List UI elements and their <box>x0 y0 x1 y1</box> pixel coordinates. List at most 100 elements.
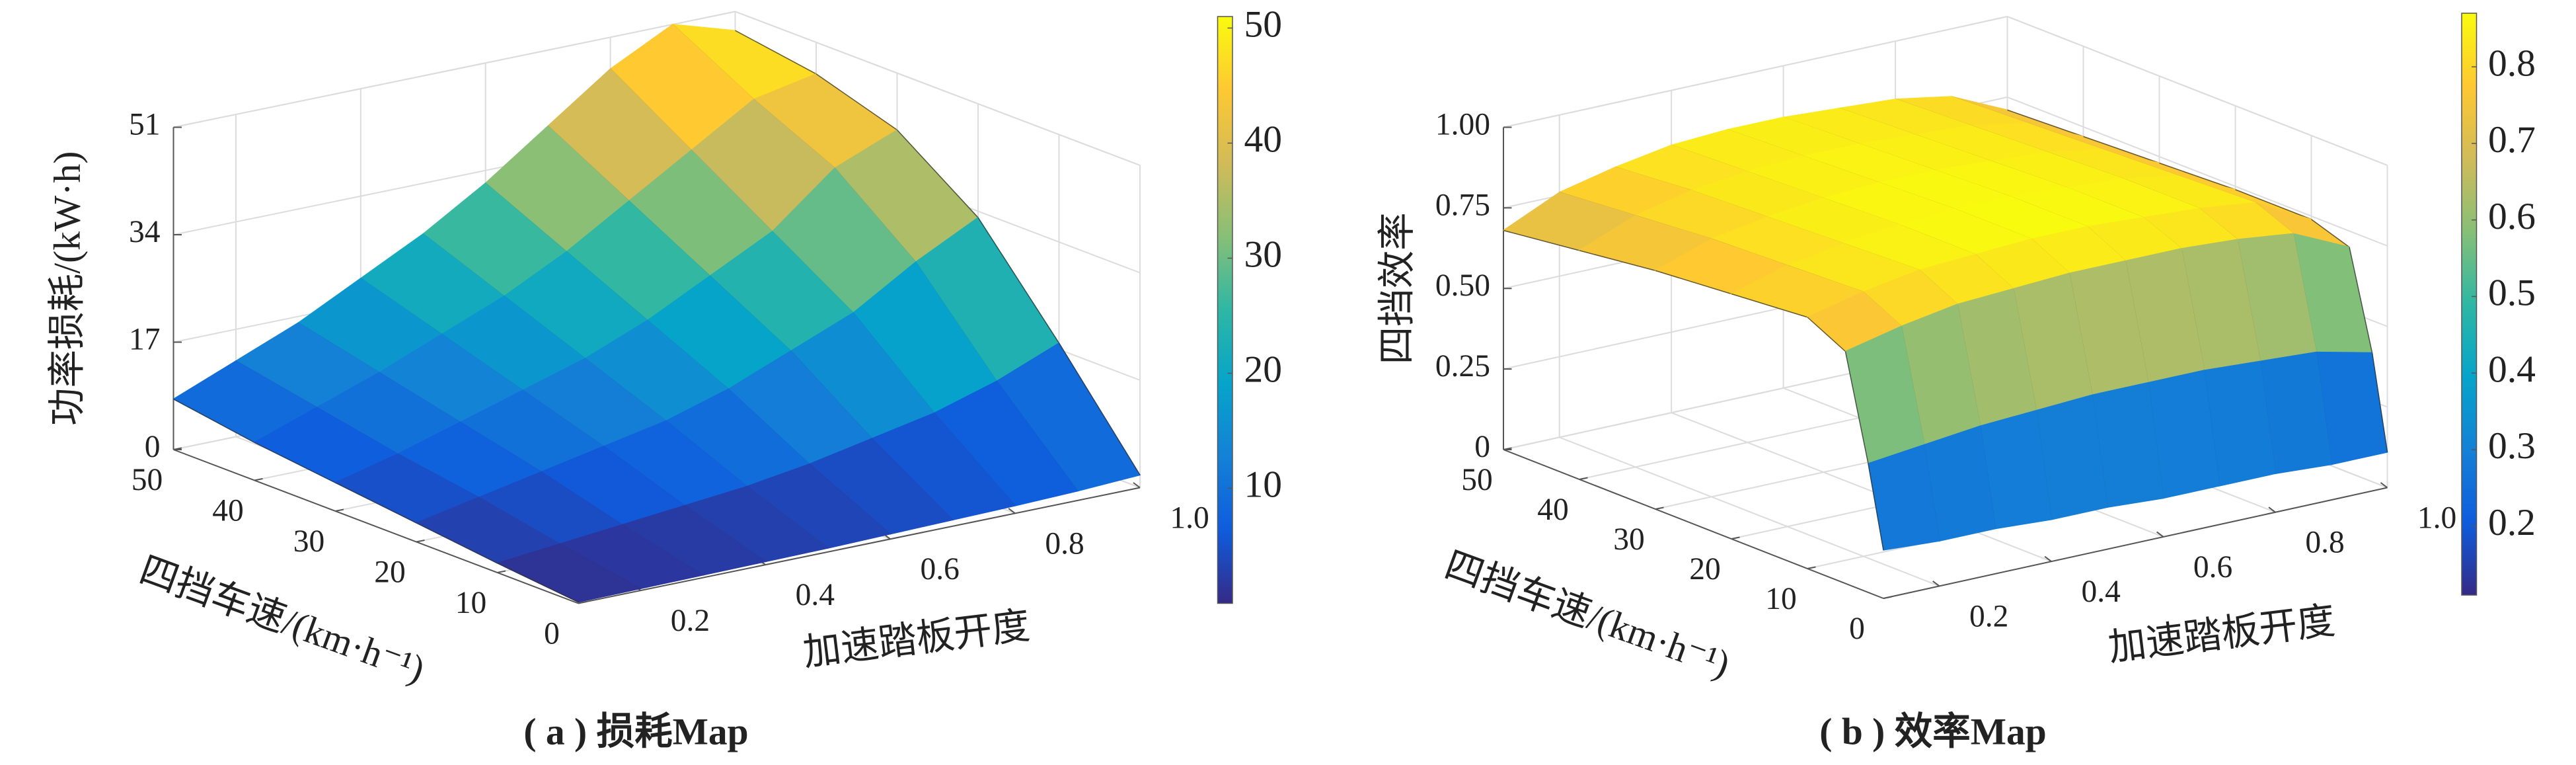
x-axis-label: 加速踏板开度 <box>801 605 1032 674</box>
y-tick-label: 30 <box>1613 522 1645 557</box>
y-tick-label: 10 <box>1765 582 1797 616</box>
x-axis-label: 加速踏板开度 <box>2106 600 2337 669</box>
z-axis-label: 功率损耗/(kW·h) <box>47 151 89 426</box>
y-tick <box>1883 596 1892 599</box>
y-tick-label: 20 <box>374 555 406 589</box>
y-tick <box>254 478 263 481</box>
axis-line <box>1503 449 1884 599</box>
x-tick <box>1932 581 1940 587</box>
colorbar-tick-label: 0.7 <box>2488 119 2536 161</box>
z-tick-label: 51 <box>129 107 161 141</box>
z-tick-label: 0.25 <box>1435 349 1490 383</box>
z-tick-label: 17 <box>129 322 161 356</box>
grid-line <box>1503 16 2008 128</box>
mesh-line <box>1655 270 1732 295</box>
x-tick-label: 0.6 <box>2193 550 2232 584</box>
grid-line <box>2007 16 2388 166</box>
caption: ( b ) 效率Map <box>1819 711 2046 753</box>
grid-line <box>173 11 736 128</box>
colorbar-tick-label: 0.3 <box>2488 425 2536 467</box>
y-tick <box>173 447 182 450</box>
mesh-line <box>1579 250 1656 271</box>
y-tick-label: 40 <box>1537 493 1569 527</box>
mesh-line <box>977 217 1060 344</box>
y-tick <box>1579 477 1588 480</box>
x-tick <box>2268 506 2276 513</box>
y-tick <box>497 570 506 573</box>
z-tick-label: 0 <box>1474 430 1490 464</box>
x-tick-label: 1.0 <box>1170 501 1209 535</box>
mesh-line <box>815 73 897 131</box>
z-axis-label: 四挡效率 <box>1377 212 1418 364</box>
colorbar-tick-label: 10 <box>1244 464 1283 506</box>
mesh-line <box>2371 352 2388 452</box>
axis-line <box>1883 487 2388 599</box>
x-tick-label: 1.0 <box>2417 501 2456 535</box>
x-tick <box>2044 555 2052 562</box>
y-tick-label: 10 <box>455 586 487 620</box>
z-tick-label: 1.00 <box>1435 107 1490 141</box>
y-tick-label: 30 <box>293 524 325 559</box>
axis-line <box>173 449 579 604</box>
mesh-line <box>2235 189 2312 220</box>
mesh-line <box>896 130 979 218</box>
mesh-line <box>497 562 579 603</box>
colorbar <box>1217 16 1233 604</box>
mesh-line <box>735 30 817 75</box>
x-tick-label: 0.2 <box>671 604 710 638</box>
mesh-line <box>1731 293 1808 318</box>
y-tick <box>1731 536 1740 540</box>
mesh-line <box>2349 247 2373 353</box>
mesh-line <box>335 482 417 524</box>
y-tick-label: 0 <box>544 616 560 651</box>
x-tick <box>1008 508 1016 514</box>
grid-line <box>1671 412 2052 563</box>
y-tick-label: 0 <box>1849 612 1865 646</box>
mesh-line <box>254 442 336 483</box>
mesh-line <box>1058 342 1141 475</box>
colorbar-tick-label: 20 <box>1244 349 1283 391</box>
colorbar-tick-label: 40 <box>1244 119 1283 161</box>
colorbar-tick-label: 0.4 <box>2488 348 2536 390</box>
caption: ( a ) 损耗Map <box>523 711 748 753</box>
y-tick-label: 40 <box>212 493 244 528</box>
z-tick-label: 0 <box>145 430 161 464</box>
x-tick-label: 0.4 <box>2081 575 2121 609</box>
mesh-line <box>1868 463 1884 551</box>
x-tick-label: 0.8 <box>2305 526 2344 560</box>
colorbar-tick-label: 0.8 <box>2488 42 2536 84</box>
x-tick <box>2156 531 2164 538</box>
y-tick-label: 50 <box>1461 463 1493 497</box>
colorbar <box>2461 13 2478 596</box>
z-tick-label: 0.75 <box>1435 188 1490 222</box>
y-tick <box>416 540 425 543</box>
mesh-line <box>416 522 498 564</box>
z-tick-label: 34 <box>129 215 161 249</box>
y-tick <box>335 508 344 512</box>
x-tick <box>1133 482 1141 489</box>
axis-line <box>578 487 1141 604</box>
x-tick <box>2380 482 2388 489</box>
y-tick-label: 50 <box>132 463 163 497</box>
y-tick <box>1655 506 1664 510</box>
colorbar-tick-label: 0.5 <box>2488 272 2536 314</box>
colorbar-tick-label: 50 <box>1244 4 1283 46</box>
mesh-line <box>1503 229 1580 251</box>
colorbar-tick-label: 0.6 <box>2488 196 2536 237</box>
y-tick-label: 20 <box>1689 552 1721 586</box>
colorbar-tick-label: 0.2 <box>2488 502 2536 544</box>
grid-line <box>2007 96 2388 247</box>
mesh-line <box>2311 219 2350 248</box>
mesh-line <box>1844 351 1869 464</box>
grid-line <box>1559 436 1940 587</box>
x-tick-label: 0.2 <box>1969 599 2008 633</box>
x-tick-label: 0.4 <box>796 578 835 612</box>
x-tick-label: 0.8 <box>1045 526 1084 561</box>
colorbar-tick-label: 30 <box>1244 234 1283 276</box>
x-tick-label: 0.6 <box>921 552 960 586</box>
y-tick <box>578 601 587 604</box>
z-tick-label: 0.50 <box>1435 268 1490 303</box>
y-tick <box>1807 566 1816 569</box>
y-tick <box>1503 447 1512 450</box>
